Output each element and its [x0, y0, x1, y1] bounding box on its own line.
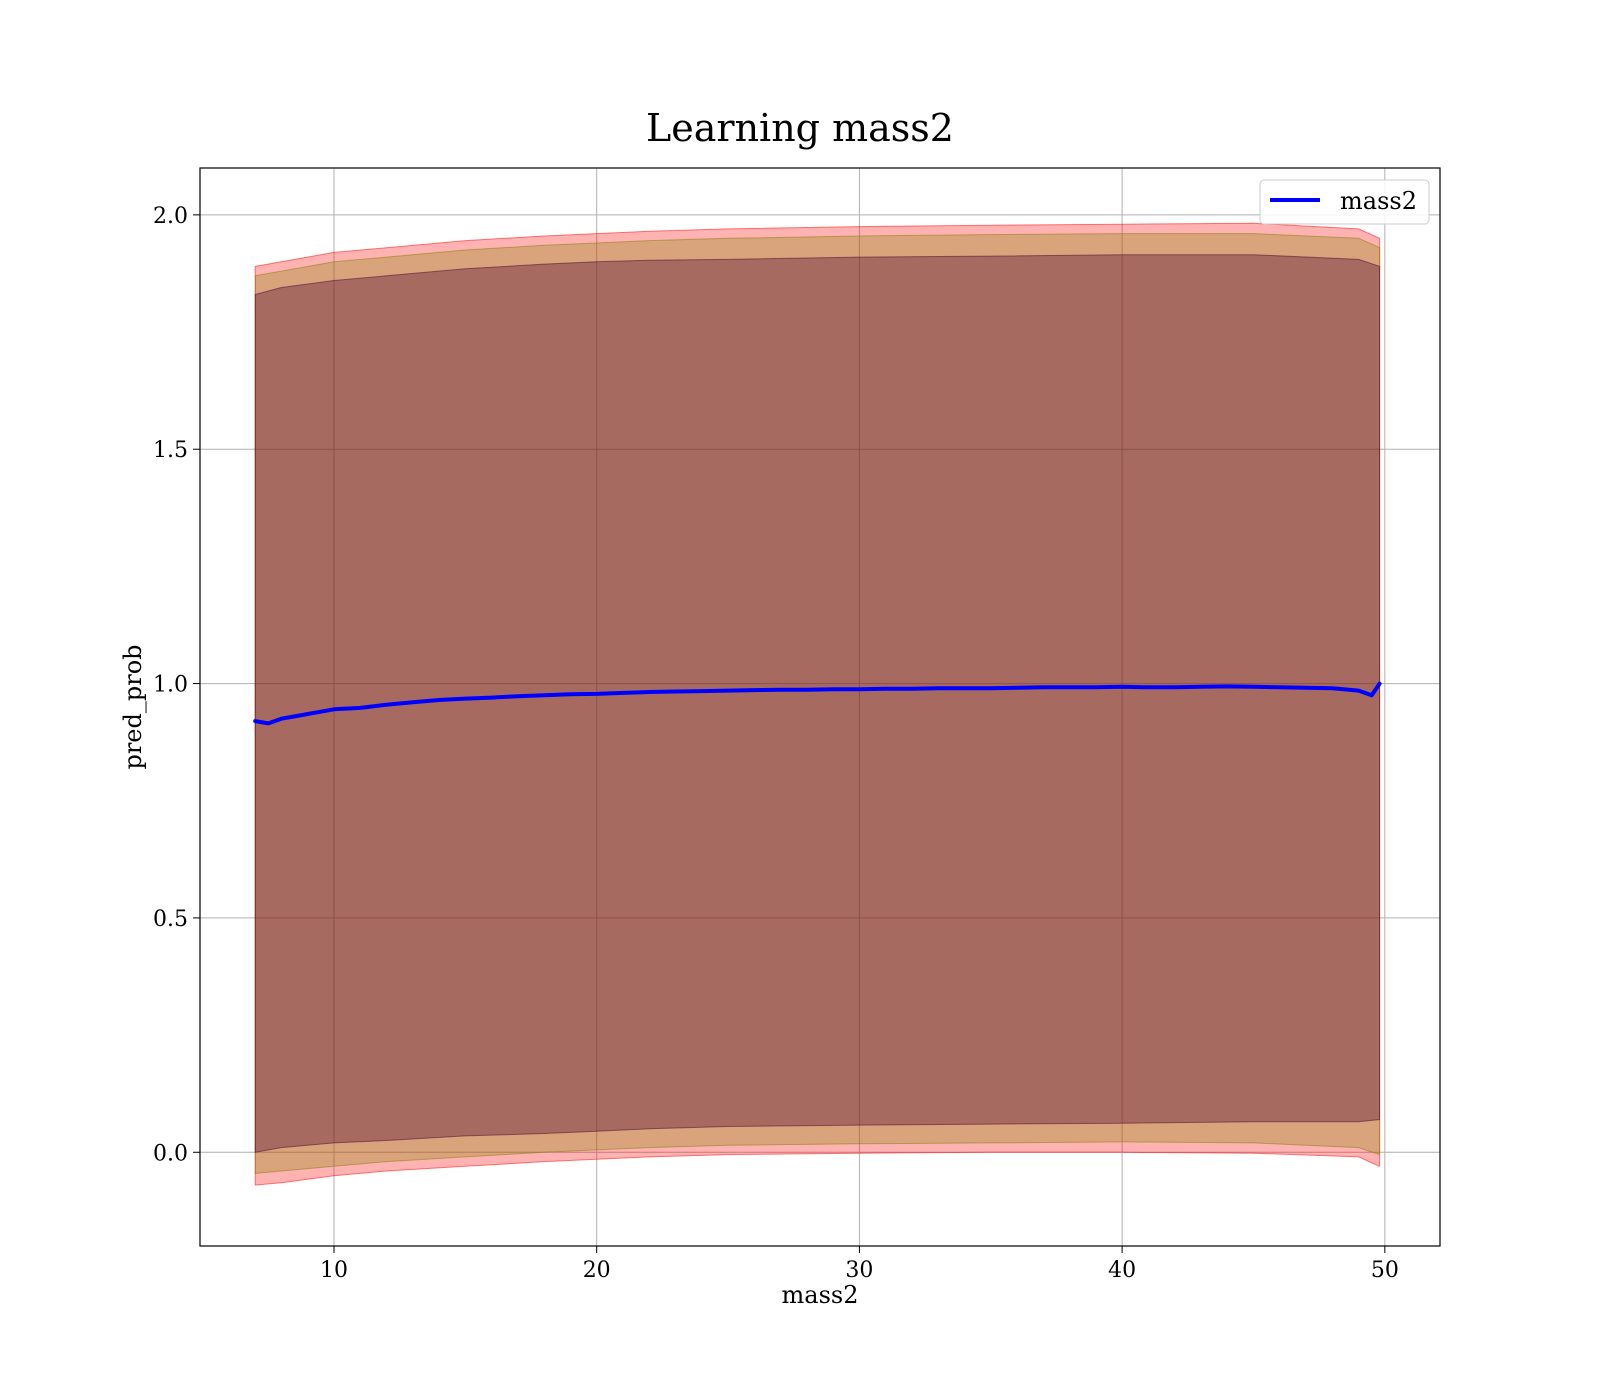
y-tick-label: 1.0 — [153, 673, 188, 698]
legend-label: mass2 — [1340, 187, 1417, 215]
legend-box — [1259, 179, 1430, 225]
y-tick-label: 2.0 — [153, 204, 188, 229]
legend: mass2 — [1259, 179, 1430, 225]
chart-title: Learning mass2 — [646, 106, 954, 150]
y-tick-label: 1.5 — [153, 438, 188, 463]
y-tick-label: 0.0 — [153, 1141, 188, 1166]
x-tick-label: 40 — [1108, 1258, 1136, 1283]
confidence-bands — [254, 222, 1381, 1186]
axis-ticks: 10 20 30 40 50 0.0 0.5 1.0 1.5 2.0 — [153, 204, 1399, 1283]
plot-frame — [199, 167, 1441, 1247]
confidence-band — [254, 254, 1381, 1153]
series-lines — [253, 681, 1382, 726]
y-axis-label: pred_prob — [119, 644, 147, 769]
x-tick-label: 10 — [320, 1258, 348, 1283]
series-line — [253, 681, 1382, 726]
y-tick-label: 0.5 — [153, 907, 188, 932]
x-axis-label: mass2 — [782, 1281, 859, 1309]
x-tick-label: 20 — [583, 1258, 611, 1283]
confidence-band — [254, 233, 1381, 1174]
x-tick-label: 30 — [845, 1258, 873, 1283]
x-tick-label: 50 — [1371, 1258, 1399, 1283]
confidence-band — [254, 222, 1381, 1186]
grid — [200, 168, 1440, 1246]
